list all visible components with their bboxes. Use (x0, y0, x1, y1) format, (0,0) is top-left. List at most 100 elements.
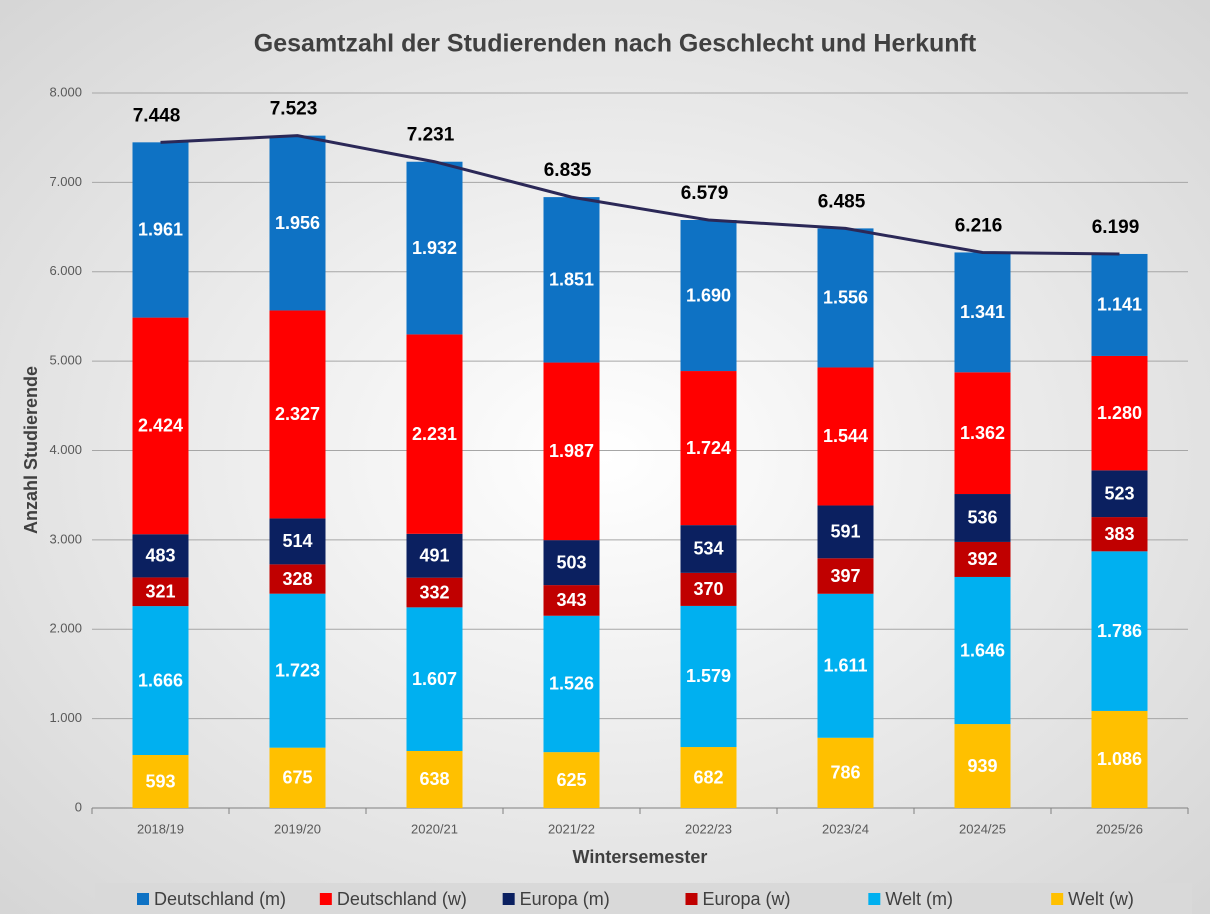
x-tick-label: 2021/22 (548, 821, 595, 836)
bar-segment (817, 367, 874, 506)
bar-segment (543, 197, 600, 363)
bar-segment (269, 135, 326, 311)
legend-label: Welt (w) (1068, 889, 1134, 909)
x-tick-label: 2019/20 (274, 821, 321, 836)
bar-segment (954, 541, 1011, 577)
data-label: 1.956 (275, 213, 320, 233)
bar-segment (543, 540, 600, 586)
y-tick-label: 0 (75, 799, 82, 814)
bar-segment (543, 362, 600, 541)
data-label: 383 (1104, 524, 1134, 544)
x-tick-label: 2023/24 (822, 821, 869, 836)
bar-segment (1091, 253, 1148, 356)
bar-segment (406, 577, 463, 608)
bar-segment (817, 593, 874, 738)
data-label: 1.851 (549, 270, 594, 290)
bar-segment (817, 228, 874, 368)
data-label: 1.579 (686, 666, 731, 686)
bar-segment (680, 220, 737, 372)
data-label: 1.556 (823, 288, 868, 308)
data-label: 1.280 (1097, 403, 1142, 423)
data-label: 1.987 (549, 441, 594, 461)
data-label: 328 (282, 569, 312, 589)
chart-title: Gesamtzahl der Studierenden nach Geschle… (254, 30, 977, 58)
y-tick-label: 3.000 (49, 531, 82, 546)
y-axis-label: Anzahl Studierende (21, 366, 41, 534)
x-tick-label: 2018/19 (137, 821, 184, 836)
bar-segment (954, 724, 1011, 808)
data-label: 534 (693, 539, 723, 559)
x-tick-label: 2020/21 (411, 821, 458, 836)
bar-segment (406, 334, 463, 534)
data-label: 591 (830, 522, 860, 542)
data-label: 1.141 (1097, 295, 1142, 315)
legend-label: Welt (m) (885, 889, 953, 909)
bar-segment (954, 494, 1011, 542)
bar-segment (817, 737, 874, 808)
bar-segment (406, 161, 463, 335)
data-label: 1.961 (138, 220, 183, 240)
bar-segment (132, 577, 189, 607)
y-tick-label: 6.000 (49, 263, 82, 278)
total-label: 7.231 (407, 125, 455, 146)
legend-label: Europa (m) (520, 889, 610, 909)
data-label: 483 (145, 546, 175, 566)
bar-segment (543, 752, 600, 808)
total-label: 6.835 (544, 160, 592, 181)
total-line (160, 134, 1120, 256)
bar-segment (269, 518, 326, 565)
data-label: 370 (693, 579, 723, 599)
data-label: 523 (1104, 483, 1134, 503)
bar-segment (543, 585, 600, 616)
legend-box (95, 883, 1192, 914)
legend-label: Deutschland (w) (337, 889, 467, 909)
total-label: 7.523 (270, 99, 318, 120)
data-label: 1.786 (1097, 621, 1142, 641)
y-tick-label: 8.000 (49, 84, 82, 99)
data-label: 2.424 (138, 416, 183, 436)
x-tick-label: 2024/25 (959, 821, 1006, 836)
bar-segment (1091, 551, 1148, 711)
data-label: 332 (419, 582, 449, 602)
legend-swatch (137, 893, 149, 905)
data-label: 638 (419, 769, 449, 789)
data-label: 2.231 (412, 424, 457, 444)
bar-segment (817, 558, 874, 594)
total-label: 6.485 (818, 191, 866, 212)
data-label: 1.086 (1097, 749, 1142, 769)
data-label: 392 (967, 549, 997, 569)
x-axis-label: Wintersemester (573, 847, 708, 867)
legend-swatch (868, 893, 881, 905)
data-label: 1.341 (960, 302, 1005, 322)
bar-segment (132, 755, 189, 808)
data-label: 1.723 (275, 660, 320, 680)
bar-segment (954, 372, 1011, 495)
data-label: 786 (830, 763, 860, 783)
y-tick-label: 4.000 (49, 442, 82, 457)
bar-segment (269, 564, 326, 594)
x-tick-label: 2025/26 (1096, 821, 1143, 836)
bar-segment (1091, 470, 1148, 518)
data-label: 675 (282, 768, 312, 788)
total-label: 7.448 (133, 105, 181, 126)
bar-segment (132, 317, 189, 535)
legend-swatch (319, 893, 332, 905)
data-label: 682 (693, 767, 723, 787)
legend-label: Europa (w) (703, 889, 791, 909)
x-tick-label: 2022/23 (685, 821, 732, 836)
bar-segment (680, 371, 737, 526)
bar-segment (680, 747, 737, 808)
data-label: 593 (145, 771, 175, 791)
bar-segment (954, 252, 1011, 373)
bar-segment (269, 747, 326, 808)
bar-segment (406, 533, 463, 578)
data-label: 503 (556, 552, 586, 572)
data-label: 1.724 (686, 438, 731, 458)
legend-swatch (685, 893, 698, 905)
bar-segment (132, 534, 189, 578)
y-tick-label: 5.000 (49, 353, 82, 368)
bar-segment (132, 606, 189, 756)
bar-segment (543, 615, 600, 753)
legend-swatch (1051, 893, 1064, 905)
